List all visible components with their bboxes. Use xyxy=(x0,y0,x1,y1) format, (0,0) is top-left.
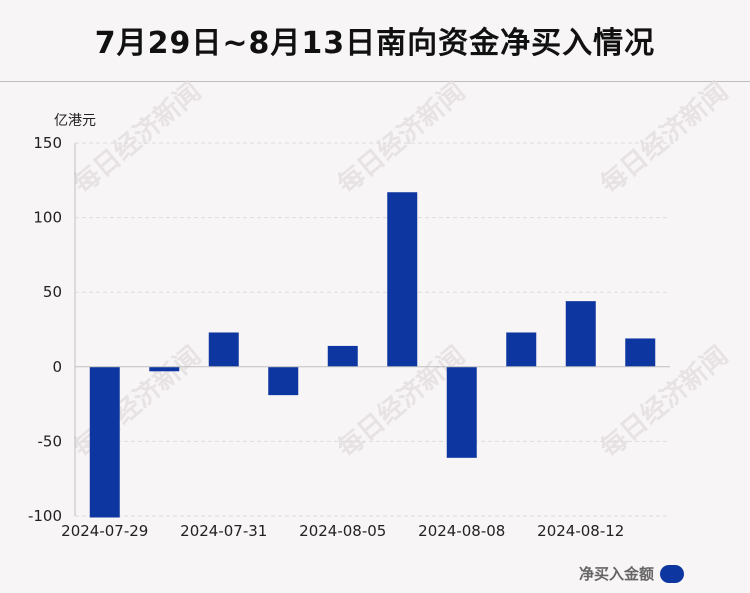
bar xyxy=(565,301,596,367)
legend-swatch xyxy=(660,564,684,583)
x-tick-label: 2024-08-05 xyxy=(299,522,386,540)
y-axis-unit: 亿港元 xyxy=(54,113,96,129)
x-tick-label: 2024-07-31 xyxy=(180,522,267,540)
bar xyxy=(149,366,180,372)
bar xyxy=(387,192,418,367)
bar xyxy=(446,366,477,458)
legend-label: 净买入金额 xyxy=(578,565,654,583)
title-divider xyxy=(0,81,750,82)
bar xyxy=(327,345,358,367)
chart-title: 7月29日~8月13日南向资金净买入情况 xyxy=(94,26,656,61)
y-tick-label: 0 xyxy=(52,358,62,376)
bar xyxy=(89,366,120,518)
y-tick-label: 50 xyxy=(43,283,62,301)
bar xyxy=(506,332,537,367)
y-tick-label: -50 xyxy=(38,432,63,450)
y-tick-label: -100 xyxy=(28,507,62,525)
legend: 净买入金额 xyxy=(579,563,684,584)
x-tick-label: 2024-08-12 xyxy=(537,522,624,540)
bar xyxy=(268,366,299,396)
y-tick-label: 100 xyxy=(33,209,62,227)
bar xyxy=(208,332,239,367)
x-tick-label: 2024-07-29 xyxy=(61,522,148,540)
y-tick-label: 150 xyxy=(33,134,62,152)
bar xyxy=(625,338,656,367)
x-tick-label: 2024-08-08 xyxy=(418,522,505,540)
